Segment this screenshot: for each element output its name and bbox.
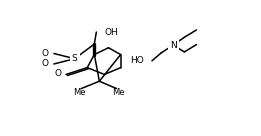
Text: Me: Me	[73, 88, 85, 97]
Text: O: O	[41, 49, 48, 58]
Text: S: S	[72, 54, 78, 63]
Text: Me: Me	[112, 88, 125, 97]
Text: O: O	[41, 59, 48, 68]
Text: OH: OH	[104, 27, 118, 37]
Text: HO: HO	[130, 56, 144, 65]
Text: O: O	[54, 69, 61, 78]
Text: N: N	[170, 41, 177, 50]
